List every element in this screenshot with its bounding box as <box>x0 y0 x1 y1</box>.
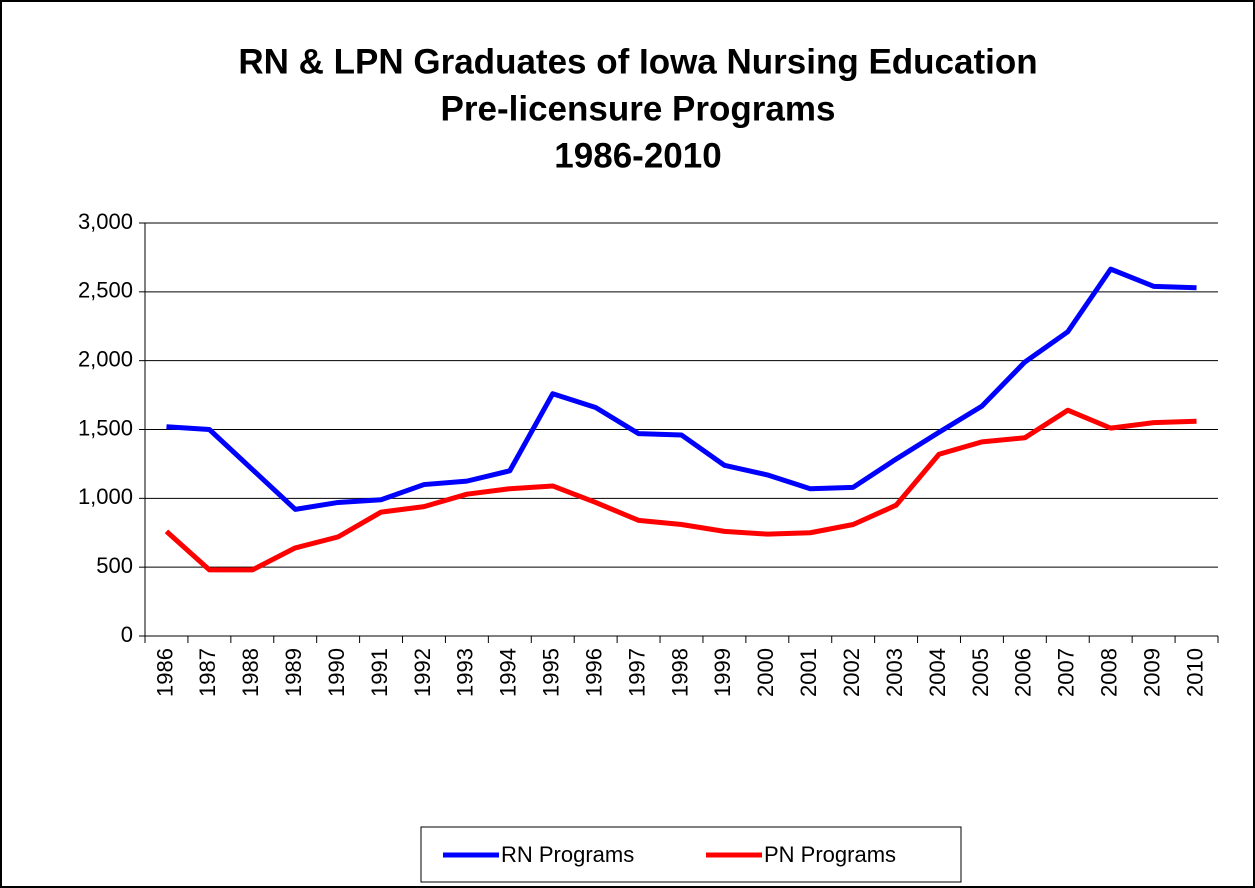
y-tick-label: 500 <box>96 553 133 578</box>
x-tick-label: 2005 <box>968 648 993 697</box>
y-tick-label: 3,000 <box>78 209 133 234</box>
x-tick-label: 2001 <box>796 648 821 697</box>
y-tick-label: 2,500 <box>78 278 133 303</box>
x-tick-label: 1991 <box>367 648 392 697</box>
x-tick-label: 1994 <box>496 648 521 697</box>
x-tick-label: 1993 <box>453 648 478 697</box>
series-line <box>166 266 1197 512</box>
chart-title: RN & LPN Graduates of Iowa Nursing Educa… <box>238 42 1037 81</box>
x-tick-label: 2000 <box>753 648 778 697</box>
x-tick-label: 2003 <box>882 648 907 697</box>
x-tick-label: 1995 <box>539 648 564 697</box>
legend-box <box>420 826 962 883</box>
chart-title: 1986-2010 <box>554 136 721 175</box>
x-tick-label: 2007 <box>1054 648 1079 697</box>
chart-title: Pre-licensure Programs <box>441 89 836 128</box>
x-tick-label: 2002 <box>839 648 864 697</box>
x-tick-label: 1999 <box>710 648 735 697</box>
y-tick-label: 2,000 <box>78 346 133 371</box>
x-tick-label: 2004 <box>925 648 950 697</box>
legend-label: PN Programs <box>764 842 896 867</box>
series-line <box>164 407 1197 573</box>
x-tick-label: 1988 <box>238 648 263 697</box>
x-tick-label: 1998 <box>667 648 692 697</box>
x-tick-label: 2008 <box>1097 648 1122 697</box>
x-tick-label: 1992 <box>410 648 435 697</box>
x-tick-label: 1990 <box>324 648 349 697</box>
x-tick-label: 1986 <box>152 648 177 697</box>
x-tick-label: 2006 <box>1011 648 1036 697</box>
y-tick-label: 1,000 <box>78 484 133 509</box>
x-tick-label: 1987 <box>195 648 220 697</box>
legend-label: RN Programs <box>501 842 634 867</box>
x-tick-label: 2009 <box>1139 648 1164 697</box>
x-tick-label: 1989 <box>281 648 306 697</box>
x-tick-label: 1997 <box>624 648 649 697</box>
y-tick-label: 0 <box>121 622 133 647</box>
x-tick-label: 2010 <box>1182 648 1207 697</box>
x-tick-label: 1996 <box>581 648 606 697</box>
y-tick-label: 1,500 <box>78 415 133 440</box>
